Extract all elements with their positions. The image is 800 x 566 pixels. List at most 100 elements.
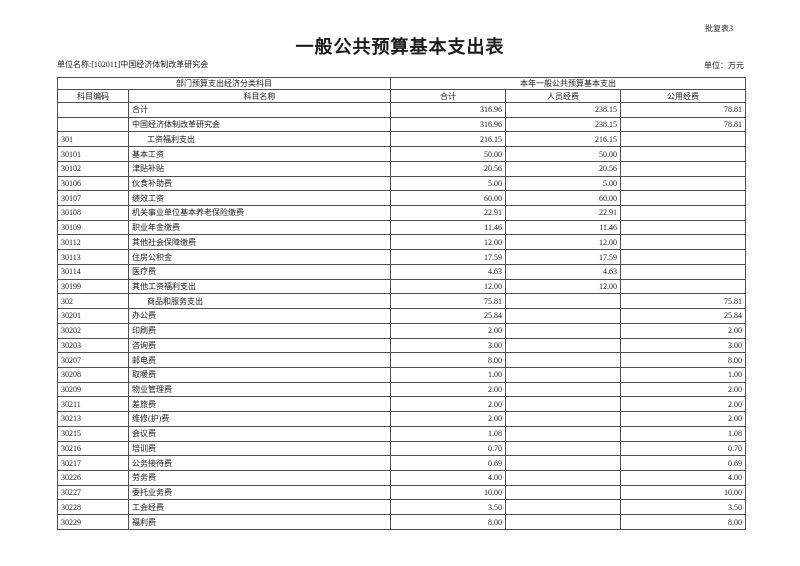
- table-row: 中国经济体制改革研究会 316.96 238.15 78.81: [57, 116, 747, 133]
- total-cell: 12.00: [390, 278, 506, 295]
- table-row: 30229 福利费 8.00 8.00: [57, 514, 747, 530]
- public-cell: 10.00: [619, 484, 747, 501]
- total-cell: 11.46: [390, 219, 506, 236]
- code-cell: 30203: [57, 337, 129, 354]
- total-cell: 2.00: [390, 411, 506, 427]
- total-cell: 1.08: [390, 425, 506, 442]
- name-cell: 公务接待费: [128, 455, 391, 471]
- code-cell: 30101: [57, 146, 129, 162]
- public-cell: [619, 146, 747, 162]
- total-cell: 4.00: [390, 469, 506, 486]
- code-cell: 30102: [57, 160, 129, 177]
- column-header-name: 科目名称: [128, 89, 391, 103]
- table-row: 30114 医疗费 4.63 4.63: [57, 263, 747, 280]
- name-cell: 会议费: [128, 425, 391, 442]
- table-row: 30201 办公费 25.84 25.84: [57, 308, 747, 324]
- public-cell: 25.84: [619, 308, 747, 324]
- code-cell: 30112: [57, 234, 129, 251]
- public-cell: 2.00: [619, 396, 747, 413]
- code-cell: 30207: [57, 352, 129, 368]
- personnel-cell: [505, 308, 621, 324]
- name-cell: 咨询费: [128, 337, 391, 354]
- personnel-cell: 17.59: [505, 249, 621, 265]
- table-row: 30217 公务接待费 0.69 0.69: [57, 455, 747, 471]
- name-cell: 差旅费: [128, 396, 391, 413]
- name-cell: 住房公积金: [128, 249, 391, 265]
- personnel-cell: [505, 352, 621, 368]
- table-row: 30202 印刷费 2.00 2.00: [57, 322, 747, 339]
- code-cell: 30226: [57, 469, 129, 486]
- public-cell: [619, 219, 747, 236]
- total-cell: 22.91: [390, 205, 506, 221]
- code-cell: 30208: [57, 366, 129, 383]
- total-cell: 0.70: [390, 440, 506, 457]
- name-cell: 办公费: [128, 308, 391, 324]
- column-header-personnel: 人员经费: [505, 89, 621, 103]
- table-row: 30106 伙食补助费 5.00 5.00: [57, 175, 747, 192]
- code-cell: [57, 102, 129, 118]
- code-cell: 30217: [57, 455, 129, 471]
- header-columns-row: 科目编码 科目名称 合计 人员经费 公用经费: [57, 89, 747, 103]
- code-cell: 30215: [57, 425, 129, 442]
- public-cell: [619, 249, 747, 265]
- code-cell: 301: [57, 131, 129, 148]
- name-cell: 委托业务费: [128, 484, 391, 501]
- personnel-cell: 238.15: [505, 116, 621, 133]
- table-row: 30107 绩效工资 60.00 60.00: [57, 190, 747, 207]
- total-cell: 25.84: [390, 308, 506, 324]
- public-cell: 0.70: [619, 440, 747, 457]
- public-cell: 3.00: [619, 337, 747, 354]
- personnel-cell: [505, 499, 621, 516]
- total-cell: 3.50: [390, 499, 506, 516]
- public-cell: 75.81: [619, 293, 747, 310]
- name-cell: 绩效工资: [128, 190, 391, 207]
- code-cell: 30227: [57, 484, 129, 501]
- personnel-cell: [505, 322, 621, 339]
- table-row: 30216 培训费 0.70 0.70: [57, 440, 747, 457]
- name-cell: 邮电费: [128, 352, 391, 368]
- personnel-cell: [505, 514, 621, 530]
- personnel-cell: [505, 396, 621, 413]
- total-cell: 316.96: [390, 116, 506, 133]
- code-cell: 30107: [57, 190, 129, 207]
- personnel-cell: [505, 425, 621, 442]
- code-cell: 30201: [57, 308, 129, 324]
- code-cell: 30109: [57, 219, 129, 236]
- table-row: 30203 咨询费 3.00 3.00: [57, 337, 747, 354]
- public-cell: 3.50: [619, 499, 747, 516]
- total-cell: 12.00: [390, 234, 506, 251]
- name-cell: 商品和服务支出: [128, 293, 391, 310]
- code-cell: 30228: [57, 499, 129, 516]
- personnel-cell: 5.00: [505, 175, 621, 192]
- name-cell: 物业管理费: [128, 381, 391, 398]
- personnel-cell: 12.00: [505, 278, 621, 295]
- name-cell: 培训费: [128, 440, 391, 457]
- name-cell: 工会经费: [128, 499, 391, 516]
- table-header: 部门预算支出经济分类科目 本年一般公共预算基本支出 科目编码 科目名称 合计 人…: [57, 77, 747, 103]
- personnel-cell: [505, 411, 621, 427]
- name-cell: 印刷费: [128, 322, 391, 339]
- code-cell: 30199: [57, 278, 129, 295]
- personnel-cell: [505, 366, 621, 383]
- personnel-cell: 238.15: [505, 102, 621, 118]
- table-row: 30112 其他社会保障缴费 12.00 12.00: [57, 234, 747, 251]
- public-cell: [619, 205, 747, 221]
- public-cell: 2.00: [619, 322, 747, 339]
- personnel-cell: [505, 484, 621, 501]
- public-cell: [619, 190, 747, 207]
- table-row: 30101 基本工资 50.00 50.00: [57, 146, 747, 162]
- personnel-cell: 4.63: [505, 263, 621, 280]
- table-row: 30208 取暖费 1.00 1.00: [57, 366, 747, 383]
- column-header-code: 科目编码: [57, 89, 129, 103]
- table-row: 30207 邮电费 8.00 8.00: [57, 352, 747, 368]
- code-cell: [57, 116, 129, 133]
- public-cell: [619, 131, 747, 148]
- name-cell: 伙食补助费: [128, 175, 391, 192]
- total-cell: 2.00: [390, 381, 506, 398]
- code-cell: 30229: [57, 514, 129, 530]
- public-cell: [619, 160, 747, 177]
- personnel-cell: 20.56: [505, 160, 621, 177]
- total-cell: 60.00: [390, 190, 506, 207]
- table-row: 30228 工会经费 3.50 3.50: [57, 499, 747, 516]
